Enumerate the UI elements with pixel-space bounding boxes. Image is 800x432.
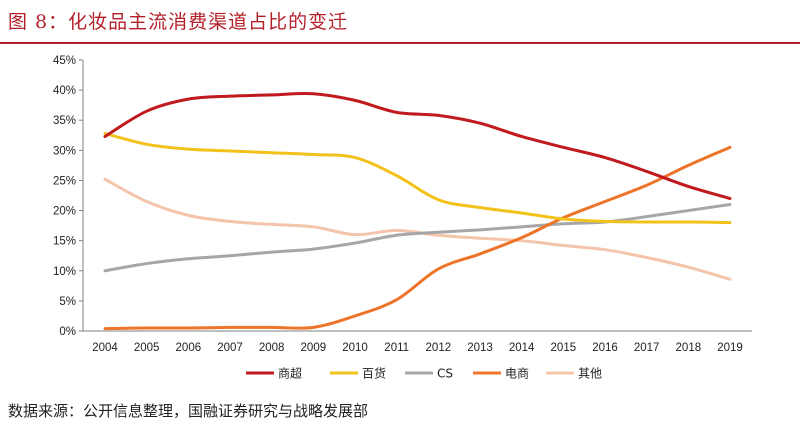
- x-tick-label: 2015: [551, 342, 577, 354]
- x-tick-label: 2019: [717, 342, 743, 354]
- series-line-2: [103, 131, 732, 225]
- y-tick-label: 45%: [53, 55, 76, 67]
- series-line-5: [103, 177, 732, 281]
- y-tick-label: 30%: [53, 145, 76, 157]
- series-line-4: [103, 145, 732, 331]
- x-tick-label: 2007: [217, 342, 243, 354]
- x-tick-label: 2006: [176, 342, 202, 354]
- y-tick-label: 25%: [53, 175, 76, 187]
- y-tick-label: 5%: [59, 296, 76, 308]
- line-chart: 0% 5% 10% 15% 20% 25% 30% 35% 40% 45% 2004 2005 2006…: [53, 55, 752, 381]
- y-tick-label: 40%: [53, 85, 76, 97]
- legend-label: 其他: [578, 367, 602, 381]
- y-tick-label: 35%: [53, 115, 76, 127]
- y-tick-label: 0%: [59, 326, 76, 338]
- chart-title: 图 8：化妆品主流消费渠道占比的变迁: [8, 11, 349, 33]
- x-tick-label: 2012: [426, 342, 452, 354]
- legend-label: 百货: [362, 366, 386, 381]
- series-line-1: [103, 91, 732, 201]
- x-tick-label: 2011: [384, 342, 409, 354]
- series-line-3: [103, 203, 732, 273]
- legend-label: 电商: [505, 366, 529, 381]
- x-tick-label: 2010: [342, 342, 368, 354]
- x-tick-label: 2016: [592, 342, 618, 354]
- x-tick-label: 2017: [634, 342, 660, 354]
- legend-label: 商超: [278, 366, 302, 381]
- x-tick-label: 2008: [259, 342, 285, 354]
- x-tick-label: 2014: [509, 342, 535, 354]
- chart-series-lines: [103, 91, 732, 331]
- x-tick-label: 2018: [676, 342, 702, 354]
- title-underline: [0, 42, 800, 44]
- chart-legend: 商超 百货 CS 电商 其他: [246, 366, 602, 381]
- y-tick-label: 20%: [53, 206, 76, 218]
- y-tick-label: 10%: [53, 266, 76, 278]
- x-tick-label: 2013: [467, 342, 493, 354]
- x-tick-label: 2009: [301, 342, 327, 354]
- chart-axes: 0% 5% 10% 15% 20% 25% 30% 35% 40% 45% 2004 2005 2006…: [53, 55, 752, 354]
- legend-label: CS: [437, 367, 453, 381]
- data-source-note: 数据来源：公开信息整理，国融证券研究与战略发展部: [8, 402, 369, 420]
- x-tick-label: 2004: [92, 342, 118, 354]
- y-tick-label: 15%: [53, 236, 76, 248]
- x-tick-label: 2005: [134, 342, 160, 354]
